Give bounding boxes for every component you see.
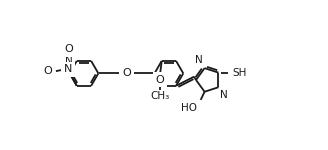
Text: N: N	[195, 55, 203, 65]
Text: N: N	[63, 64, 72, 75]
Text: SH: SH	[232, 68, 247, 78]
Text: N: N	[220, 90, 228, 101]
Text: HO: HO	[181, 103, 197, 113]
Text: O: O	[64, 44, 73, 54]
Text: O: O	[156, 75, 164, 85]
Text: N: N	[65, 56, 73, 66]
Text: O: O	[43, 66, 52, 76]
Text: CH₃: CH₃	[151, 91, 170, 101]
Text: O: O	[122, 68, 131, 78]
